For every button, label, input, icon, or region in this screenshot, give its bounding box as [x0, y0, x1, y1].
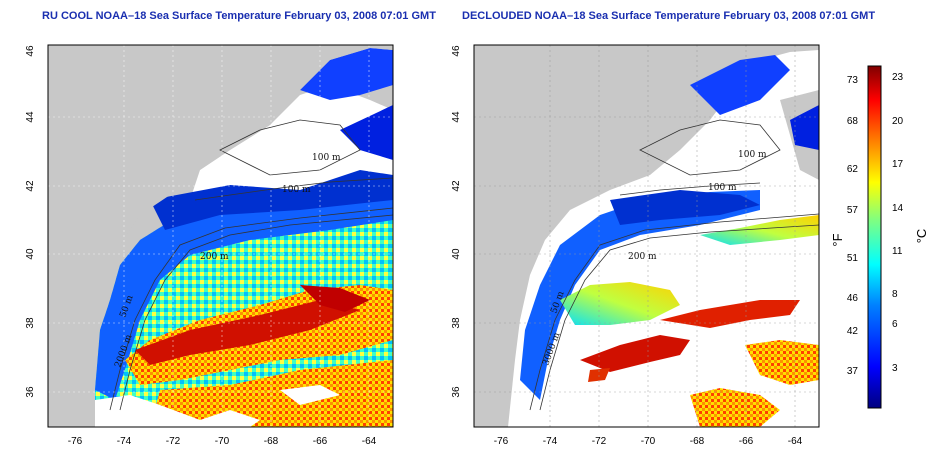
right-lon-axis: -76 -74 -72 -70 -68 -66 -64 [494, 436, 803, 447]
svg-text:17: 17 [892, 159, 904, 170]
svg-text:68: 68 [847, 116, 859, 127]
left-lon-axis: -76 -74 -72 -70 -68 -66 -64 [68, 436, 377, 447]
svg-text:-72: -72 [592, 436, 607, 447]
right-contour-label-3: 200 m [628, 252, 657, 262]
left-map [48, 45, 393, 427]
right-lat-axis: 46 44 42 40 38 36 [451, 45, 462, 398]
right-map-title: DECLOUDED NOAA–18 Sea Surface Temperatur… [462, 10, 876, 22]
svg-text:37: 37 [847, 366, 859, 377]
left-gulf-of-maine [190, 85, 393, 205]
svg-text:-72: -72 [166, 436, 181, 447]
svg-text:-76: -76 [494, 436, 509, 447]
svg-text:38: 38 [25, 317, 36, 329]
svg-text:14: 14 [892, 203, 904, 214]
svg-text:-66: -66 [739, 436, 754, 447]
svg-text:42: 42 [451, 180, 462, 192]
svg-text:42: 42 [25, 180, 36, 192]
svg-text:42: 42 [847, 326, 859, 337]
svg-text:-76: -76 [68, 436, 83, 447]
right-contour-label-2: 100 m [708, 183, 737, 193]
svg-text:36: 36 [25, 386, 36, 398]
right-gulf-stream-3 [745, 340, 819, 385]
celsius-label: °C [914, 229, 929, 244]
left-contour-label-1: 100 m [312, 153, 341, 163]
svg-text:3: 3 [892, 363, 898, 374]
svg-text:40: 40 [451, 248, 462, 260]
right-land [474, 45, 819, 427]
svg-text:23: 23 [892, 72, 904, 83]
right-bay-north [690, 55, 790, 115]
fahrenheit-label: °F [830, 233, 845, 246]
left-lat-axis: 46 44 42 40 38 36 [25, 45, 36, 398]
left-map-title: RU COOL NOAA–18 Sea Surface Temperature … [42, 10, 436, 22]
colorbar [867, 65, 882, 409]
svg-text:73: 73 [847, 75, 859, 86]
svg-text:57: 57 [847, 205, 859, 216]
right-warm-plume [560, 282, 680, 325]
left-map-frame [47, 44, 394, 428]
left-bay-north [300, 48, 393, 100]
svg-text:-74: -74 [117, 436, 132, 447]
svg-text:6: 6 [892, 319, 898, 330]
svg-text:62: 62 [847, 164, 859, 175]
right-contour-label-1: 100 m [738, 150, 767, 160]
svg-text:-68: -68 [264, 436, 279, 447]
right-map [474, 45, 819, 427]
svg-text:40: 40 [25, 248, 36, 260]
svg-text:-66: -66 [313, 436, 328, 447]
colorbar-fahrenheit-ticks: 73 68 62 57 51 46 42 37 [847, 75, 859, 377]
svg-text:46: 46 [25, 45, 36, 57]
svg-text:20: 20 [892, 116, 904, 127]
right-map-frame [473, 44, 820, 428]
svg-text:46: 46 [451, 45, 462, 57]
colorbar-celsius-ticks: 23 20 17 14 11 8 6 3 [892, 72, 904, 374]
left-contour-label-3: 200 m [200, 252, 229, 262]
svg-text:46: 46 [847, 293, 859, 304]
right-gulf-stream-1 [580, 335, 690, 372]
svg-text:-68: -68 [690, 436, 705, 447]
left-contour-label-2: 100 m [282, 185, 311, 195]
svg-text:38: 38 [451, 317, 462, 329]
svg-text:44: 44 [451, 111, 462, 123]
svg-text:-70: -70 [215, 436, 230, 447]
right-gulf-stream-2 [660, 300, 800, 328]
svg-text:-74: -74 [543, 436, 558, 447]
svg-text:-64: -64 [788, 436, 803, 447]
svg-text:36: 36 [451, 386, 462, 398]
svg-text:51: 51 [847, 253, 859, 264]
svg-text:8: 8 [892, 289, 898, 300]
svg-text:44: 44 [25, 111, 36, 123]
right-shelf-water [520, 190, 760, 400]
svg-text:11: 11 [892, 246, 903, 257]
svg-text:-64: -64 [362, 436, 377, 447]
svg-text:-70: -70 [641, 436, 656, 447]
